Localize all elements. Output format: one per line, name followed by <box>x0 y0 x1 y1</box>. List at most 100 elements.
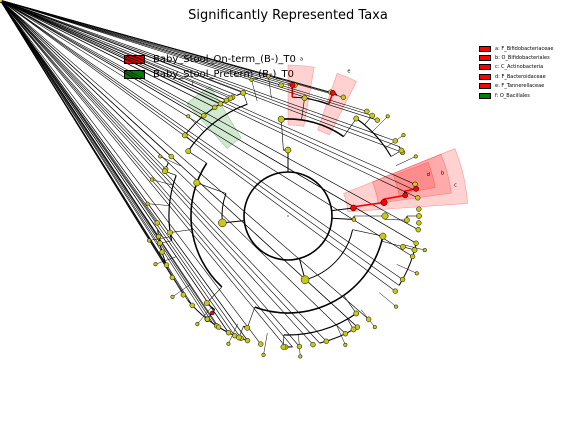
phylum-1-0-1-0-0-leaf-branch-1 <box>0 0 378 121</box>
phylum-2-0-2-0-0-leaf-1 <box>244 337 251 344</box>
phylum-2-0-1-1-node <box>280 344 287 350</box>
phylum-2-0-2-0-0-leaf-branch-2 <box>0 0 235 336</box>
phylum-2-0-0-node <box>400 243 406 250</box>
phylum-0-0-1-1-0-leaf-1 <box>168 153 174 160</box>
phylum-2-node <box>300 275 310 285</box>
taxa-legend-item-f: f: O_Bacillales <box>479 91 553 100</box>
outer-leaf-0 <box>422 248 427 253</box>
phylum-0-0-node <box>193 179 201 187</box>
phylum-1-0-1-1-branch-0 <box>0 0 400 147</box>
phylum-branch-3 <box>331 207 354 212</box>
outer-leaf-branch-6 <box>263 333 268 355</box>
phylum-1-0-1-1-0-leaf-branch-0 <box>0 0 396 142</box>
phylum-branch-4 <box>331 217 354 220</box>
outer-leaf-11 <box>147 238 152 243</box>
phylum-2-0-1-0-0-leaf-branch-2 <box>0 0 346 334</box>
clade-label-d: d <box>427 172 430 178</box>
phylum-0-0-branch-1 <box>170 229 192 233</box>
outer-leaf-1 <box>414 271 419 276</box>
phylum-3-0-0-0-node <box>413 185 419 192</box>
outer-leaf-branch-9 <box>172 284 191 298</box>
taxa-label-a: a: F_Bifidobacteriaceae <box>495 45 554 52</box>
phylum-2-0-2-0-1-leaf-1 <box>204 316 210 322</box>
phylum-2-0-1-0-1-leaf-0 <box>323 338 329 344</box>
phylum-4-0-0-node <box>404 217 410 224</box>
phylum-3-branch-0 <box>353 201 385 208</box>
legend-label-on-term: Baby_Stool_On-term_(B-)_T0 <box>153 54 296 65</box>
outer-leaf-15 <box>186 114 191 119</box>
outer-leaf-branch-13 <box>151 179 174 186</box>
phylum-0-0-1-1-0-leaf-branch-0 <box>0 0 166 170</box>
phylum-2-0-2-0-0-leaf-branch-0 <box>0 0 262 345</box>
phylum-3-0-0-0-0-leaf-branch-1 <box>0 0 418 199</box>
phylum-1-0-arc <box>281 118 345 138</box>
phylum-1-0-1-1-node <box>398 147 405 154</box>
phylum-1-0-0-1-0-leaf-1 <box>340 94 347 100</box>
phylum-1-node <box>284 146 292 154</box>
clade-labels: a b c d e f <box>192 57 457 189</box>
outer-leaf-8 <box>195 321 200 327</box>
clade-label-e: e <box>347 68 350 74</box>
clade-highlight-b <box>371 153 452 204</box>
phylum-3-0-0-0-branch-0 <box>0 0 417 192</box>
phylum-0-0-1-0-node <box>157 240 163 247</box>
outer-leaf-branch-20 <box>395 156 416 166</box>
legend-label-preterm: Baby_Stool_Preterm_(B-)_T0 <box>153 69 294 80</box>
phylum-4-0-0-0-leaf-0 <box>416 206 422 212</box>
phylum-2-0-0-0-0-leaf-branch-2 <box>0 0 413 257</box>
phylum-0-0-0-0-0-leaf-1 <box>212 104 218 111</box>
clade-label-a: a <box>300 57 303 63</box>
phylum-0-0-2-0-1-leaf-0 <box>189 302 195 308</box>
phylum-2-0-arc <box>254 236 384 314</box>
phylum-2-0-2-0-1-leaf-branch-0 <box>0 0 219 328</box>
phylum-0-0-0-node <box>185 148 192 155</box>
outer-leaf-10 <box>153 262 158 267</box>
taxa-legend-item-e: e: F_Tannerellaceae <box>479 82 553 91</box>
phylum-2-0-1-0-1-leaf-branch-1 <box>0 0 314 345</box>
phylum-3-0-branch-0 <box>383 194 406 200</box>
outer-leaf-branch-12 <box>147 203 170 206</box>
taxa-label-d: d: F_Bacteroidaceae <box>495 73 546 80</box>
phylum-3-0-0-0-0-node <box>0 0 3 3</box>
phylum-2-0-branch-2 <box>247 307 256 328</box>
outer-leaf-16 <box>249 77 254 82</box>
outer-leaf-14 <box>158 154 163 159</box>
phylum-0-0-1-0-1-leaf-0 <box>155 233 162 240</box>
phylum-4-node <box>351 217 357 222</box>
outer-leaf-branch-17 <box>268 76 272 99</box>
phylum-0-0-0-0-0-leaf-2 <box>223 97 230 103</box>
tree-nodes <box>0 0 427 359</box>
outer-leaf-7 <box>226 341 231 346</box>
phylum-0-arc <box>221 193 227 223</box>
taxa-legend-item-c: c: C_Actinobacteria <box>479 63 553 72</box>
phylum-3-0-0-0-0-leaf-1 <box>415 195 421 201</box>
outer-leaf-6 <box>261 352 266 357</box>
phylum-2-0-1-0-1-leaf-1 <box>310 341 316 348</box>
phylum-2-0-2-node <box>244 324 251 331</box>
page-title: Significantly Represented Taxa <box>188 8 388 23</box>
phylum-2-0-1-arc <box>283 312 357 336</box>
phylum-1-0-0-0-node <box>289 82 296 88</box>
outer-leaf-branch-2 <box>378 292 397 307</box>
phylum-1-0-1-0-0-leaf-0 <box>364 108 370 115</box>
outer-leaf-17 <box>266 74 271 79</box>
outer-leaf-12 <box>145 201 150 206</box>
phylum-2-0-0-0-branch-1 <box>0 0 400 286</box>
phylum-1-0-1-arc <box>355 118 392 157</box>
phylum-0-0-0-0-node <box>181 132 188 139</box>
taxa-swatch-c <box>479 64 491 71</box>
phylum-0-0-1-0-0-leaf-0 <box>169 274 175 281</box>
clade-label-b: b <box>441 171 444 177</box>
phylum-2-0-1-0-0-leaf-2 <box>342 331 349 337</box>
phylum-2-0-1-0-0-leaf-branch-1 <box>0 0 358 328</box>
clade-highlights <box>186 64 468 213</box>
phylum-2-0-0-0-0-leaf-1 <box>413 240 419 246</box>
phylum-2-0-0-0-1-leaf-branch-1 <box>0 0 396 292</box>
taxa-swatch-e <box>479 83 491 90</box>
clade-label-f: f <box>192 81 194 87</box>
outer-leaf-branch-10 <box>155 256 177 265</box>
phylum-0-0-1-0-1-leaf-1 <box>154 220 160 226</box>
phylum-2-0-branch-1 <box>343 295 357 314</box>
phylum-3-0-node <box>380 199 388 206</box>
phylum-2-0-2-0-branch-1 <box>0 0 214 324</box>
